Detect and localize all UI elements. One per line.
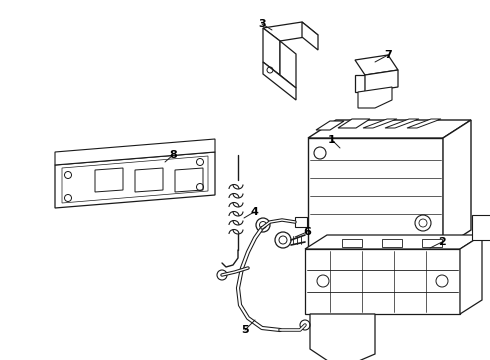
Polygon shape xyxy=(363,119,397,128)
Polygon shape xyxy=(385,119,419,128)
Polygon shape xyxy=(55,152,215,208)
Polygon shape xyxy=(308,120,471,138)
Polygon shape xyxy=(422,239,442,247)
Polygon shape xyxy=(407,119,441,128)
Polygon shape xyxy=(338,119,370,128)
Polygon shape xyxy=(316,121,344,130)
Polygon shape xyxy=(95,168,123,192)
Polygon shape xyxy=(308,138,443,248)
Polygon shape xyxy=(263,62,296,100)
Polygon shape xyxy=(472,215,490,240)
Polygon shape xyxy=(460,235,482,314)
Polygon shape xyxy=(310,314,375,360)
Text: 8: 8 xyxy=(169,150,177,160)
Polygon shape xyxy=(55,139,215,165)
Polygon shape xyxy=(305,235,482,249)
Polygon shape xyxy=(342,239,362,247)
Bar xyxy=(295,217,307,227)
Polygon shape xyxy=(355,75,365,92)
Text: 6: 6 xyxy=(303,227,311,237)
Text: 3: 3 xyxy=(258,19,266,29)
Polygon shape xyxy=(263,22,318,41)
Polygon shape xyxy=(305,249,460,314)
Polygon shape xyxy=(443,120,471,248)
Text: 4: 4 xyxy=(250,207,258,217)
Text: 1: 1 xyxy=(328,135,336,145)
Polygon shape xyxy=(365,70,398,92)
Text: 2: 2 xyxy=(438,237,446,247)
Polygon shape xyxy=(355,55,398,75)
Polygon shape xyxy=(263,28,280,75)
Polygon shape xyxy=(382,239,402,247)
Text: 7: 7 xyxy=(384,50,392,60)
Polygon shape xyxy=(302,22,318,50)
Polygon shape xyxy=(175,168,203,192)
Polygon shape xyxy=(280,41,296,88)
Polygon shape xyxy=(135,168,163,192)
Text: 5: 5 xyxy=(241,325,249,335)
Polygon shape xyxy=(358,87,392,108)
